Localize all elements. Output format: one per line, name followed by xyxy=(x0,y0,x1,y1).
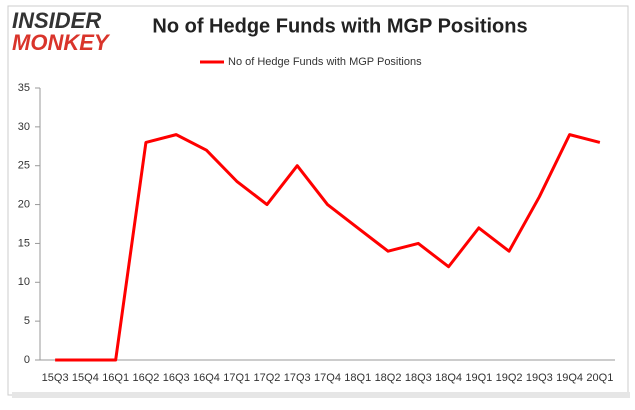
x-tick-label: 17Q3 xyxy=(284,372,311,384)
x-tick-label: 16Q3 xyxy=(163,372,190,384)
logo-top: INSIDER xyxy=(12,8,101,33)
x-tick-label: 20Q1 xyxy=(586,372,613,384)
y-tick-label: 10 xyxy=(18,276,30,288)
frame-shadow xyxy=(12,392,630,398)
x-tick-label: 16Q4 xyxy=(193,372,220,384)
y-tick-label: 15 xyxy=(18,237,30,249)
x-tick-label: 16Q2 xyxy=(132,372,159,384)
y-tick-label: 0 xyxy=(24,354,30,366)
x-tick-label: 16Q1 xyxy=(102,372,129,384)
x-tick-label: 15Q4 xyxy=(72,372,99,384)
y-tick-label: 20 xyxy=(18,198,30,210)
x-tick-label: 18Q1 xyxy=(344,372,371,384)
x-tick-label: 17Q2 xyxy=(254,372,281,384)
x-tick-label: 17Q1 xyxy=(223,372,250,384)
x-tick-label: 19Q4 xyxy=(556,372,583,384)
chart-title: No of Hedge Funds with MGP Positions xyxy=(152,15,527,37)
x-tick-label: 18Q4 xyxy=(435,372,462,384)
x-tick-label: 18Q2 xyxy=(375,372,402,384)
x-tick-label: 19Q2 xyxy=(496,372,523,384)
y-tick-label: 5 xyxy=(24,315,30,327)
y-tick-label: 30 xyxy=(18,121,30,133)
x-tick-label: 17Q4 xyxy=(314,372,341,384)
x-tick-label: 19Q1 xyxy=(465,372,492,384)
y-tick-label: 25 xyxy=(18,160,30,172)
x-tick-label: 18Q3 xyxy=(405,372,432,384)
y-tick-label: 35 xyxy=(18,82,30,94)
data-line xyxy=(55,133,601,362)
legend-label: No of Hedge Funds with MGP Positions xyxy=(228,56,422,68)
chart-frame xyxy=(7,5,629,396)
x-tick-label: 19Q3 xyxy=(526,372,553,384)
logo-bottom: MONKEY xyxy=(12,30,111,55)
x-tick-label: 15Q3 xyxy=(42,372,69,384)
